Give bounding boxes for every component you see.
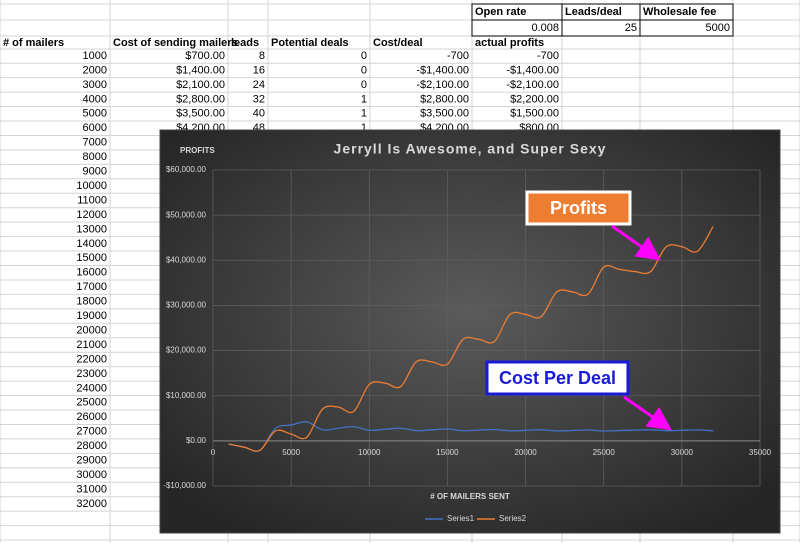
cell: 1 <box>361 122 367 134</box>
cell: $2,100.00 <box>176 79 225 91</box>
param-value: 5000 <box>706 22 730 34</box>
cell: 12000 <box>76 209 107 221</box>
cell: 30000 <box>76 469 107 481</box>
column-header: leads <box>231 37 259 49</box>
cell: 15000 <box>76 252 107 264</box>
cell: $2,800.00 <box>176 93 225 105</box>
cell: 8 <box>259 50 265 62</box>
cell: 0 <box>361 50 367 62</box>
y-tick-label: $50,000.00 <box>166 210 207 219</box>
cell: 5000 <box>83 108 107 120</box>
cell: 1 <box>361 108 367 120</box>
chart-title: Jerryll Is Awesome, and Super Sexy <box>334 141 607 157</box>
cell: 0 <box>361 79 367 91</box>
cell: 26000 <box>76 411 107 423</box>
cell: -$1,400.00 <box>506 64 559 76</box>
cell: -$2,100.00 <box>416 79 469 91</box>
cell: 3000 <box>83 79 107 91</box>
cell: 16 <box>253 64 265 76</box>
cell: $1,500.00 <box>510 108 559 120</box>
cell: 10000 <box>76 180 107 192</box>
annotation-text: Cost Per Deal <box>499 368 616 388</box>
chart: Jerryll Is Awesome, and Super Sexy PROFIT… <box>159 129 781 534</box>
cell: $700.00 <box>185 50 225 62</box>
y-tick-label: $30,000.00 <box>166 301 207 310</box>
cell: 16000 <box>76 267 107 279</box>
column-header: actual profits <box>475 37 544 49</box>
cell: 1000 <box>83 50 107 62</box>
cell: 17000 <box>76 281 107 293</box>
cell: $1,400.00 <box>176 64 225 76</box>
cell: -$1,400.00 <box>416 64 469 76</box>
annotation-text: Profits <box>550 198 607 218</box>
param-label: Leads/deal <box>565 6 622 18</box>
cell: 28000 <box>76 440 107 452</box>
series-line <box>228 226 714 452</box>
annotation-arrow <box>611 224 661 261</box>
cell: 11000 <box>77 194 107 206</box>
cell: 6000 <box>83 122 107 134</box>
param-value: 25 <box>625 22 637 34</box>
legend-label: Series2 <box>499 514 527 523</box>
y-tick-label: $60,000.00 <box>166 165 207 174</box>
annotation-box <box>485 360 630 396</box>
cell: 7000 <box>83 137 107 149</box>
y-axis-title: PROFITS <box>180 146 215 155</box>
y-tick-label: $0.00 <box>186 436 207 445</box>
cell: 2000 <box>83 64 107 76</box>
cell: 23000 <box>76 368 107 380</box>
cell: 4000 <box>83 93 107 105</box>
cell: -700 <box>447 50 469 62</box>
cell: 22000 <box>76 353 107 365</box>
column-header: Cost of sending mailers <box>113 37 238 49</box>
x-axis-title: # OF MAILERS SENT <box>430 492 510 501</box>
cell: 21000 <box>76 339 107 351</box>
y-tick-label: $10,000.00 <box>166 391 207 400</box>
cell: -700 <box>537 50 559 62</box>
param-label: Wholesale fee <box>643 6 716 18</box>
series-line <box>228 421 714 452</box>
cell: 18000 <box>76 296 107 308</box>
cell: -$2,100.00 <box>506 79 559 91</box>
y-tick-label: -$10,000.00 <box>163 481 206 490</box>
param-label: Open rate <box>475 6 526 18</box>
cell: $3,500.00 <box>176 108 225 120</box>
chart-area <box>159 129 781 534</box>
cell: 14000 <box>76 238 107 250</box>
cell: 32 <box>253 93 265 105</box>
cell: 32000 <box>76 498 107 510</box>
param-value: 0.008 <box>531 22 559 34</box>
cell: 25000 <box>76 397 107 409</box>
cell: 13000 <box>76 223 107 235</box>
column-header: Cost/deal <box>373 37 423 49</box>
cell: $3,500.00 <box>420 108 469 120</box>
cell: 19000 <box>76 310 107 322</box>
cell: 0 <box>361 64 367 76</box>
y-tick-label: $20,000.00 <box>166 346 207 355</box>
cell: 24000 <box>76 382 107 394</box>
y-tick-label: $40,000.00 <box>166 255 207 264</box>
legend-label: Series1 <box>447 514 475 523</box>
cell: 9000 <box>83 166 107 178</box>
cell: 29000 <box>76 455 107 467</box>
cell: 24 <box>253 79 265 91</box>
cell: 27000 <box>76 426 107 438</box>
cell: 31000 <box>76 483 107 495</box>
cell: 20000 <box>76 324 107 336</box>
cell: $2,800.00 <box>420 93 469 105</box>
annotation-box <box>525 190 632 226</box>
column-header: # of mailers <box>3 37 64 49</box>
annotation-arrow <box>623 395 672 431</box>
cell: 40 <box>253 108 265 120</box>
column-header: Potential deals <box>271 37 349 49</box>
cell: $2,200.00 <box>510 93 559 105</box>
cell: 1 <box>361 93 367 105</box>
cell: 8000 <box>83 151 107 163</box>
